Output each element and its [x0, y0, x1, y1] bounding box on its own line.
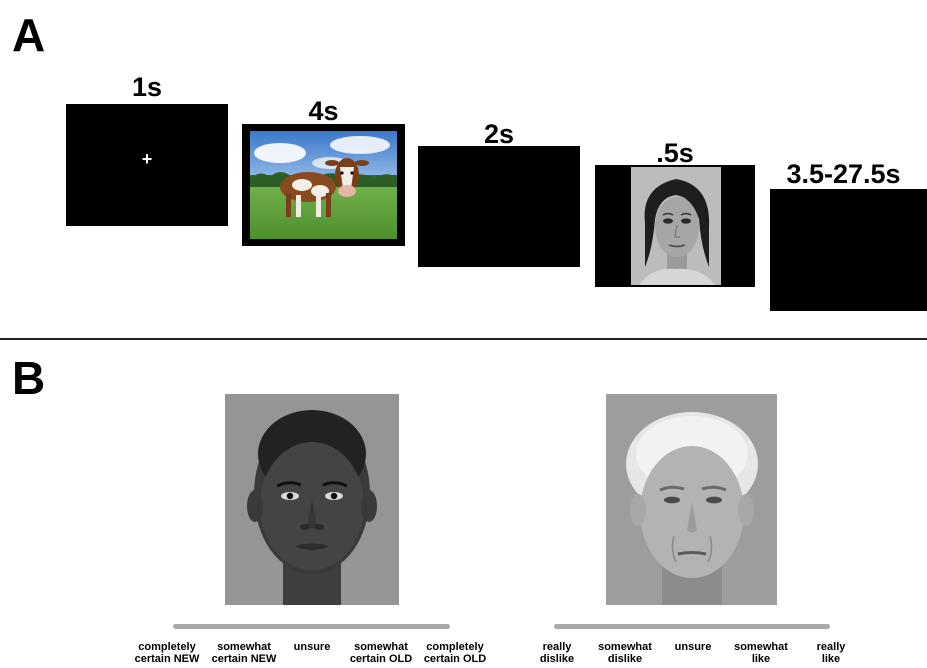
liking-scale-label-really-dislike: really dislike: [539, 641, 575, 665]
fixation-screen: +: [66, 104, 228, 226]
memory-scale-label-completely-old: completely certain OLD: [423, 641, 487, 665]
timing-label-fixation: 1s: [131, 72, 163, 102]
liking-scale-label-unsure: unsure: [674, 641, 712, 653]
liking-scale-label-really-like: really like: [816, 641, 846, 665]
liking-scale-label-somewhat-like: somewhat like: [734, 641, 788, 665]
timing-label-face: .5s: [656, 138, 694, 168]
blank-screen-iti: [770, 189, 927, 311]
face-photo-screen: [595, 165, 755, 287]
memory-scale-label-somewhat-old: somewhat certain OLD: [349, 641, 413, 665]
panel-b-label: B: [12, 352, 46, 404]
timing-label-cow: 4s: [308, 96, 339, 126]
cow-photo: [250, 131, 397, 239]
timing-label-blank-isi: 2s: [483, 119, 515, 149]
fixation-cross: +: [141, 149, 153, 169]
liking-scale-label-somewhat-dislike: somewhat dislike: [598, 641, 652, 665]
panel-a-label: A: [12, 9, 46, 61]
liking-test-face: [606, 394, 777, 605]
blank-screen-isi: [418, 146, 580, 267]
memory-scale-label-unsure: unsure: [293, 641, 331, 653]
memory-scale-label-completely-new: completely certain NEW: [134, 641, 200, 665]
memory-scale-bar: [173, 624, 450, 629]
face-photo: [631, 167, 721, 285]
cow-photo-screen: [242, 124, 405, 246]
memory-test-face: [225, 394, 399, 605]
panel-divider: [0, 338, 927, 340]
liking-scale-bar: [554, 624, 830, 629]
timing-label-blank-iti: 3.5-27.5s: [786, 159, 901, 189]
memory-scale-label-somewhat-new: somewhat certain NEW: [211, 641, 277, 665]
